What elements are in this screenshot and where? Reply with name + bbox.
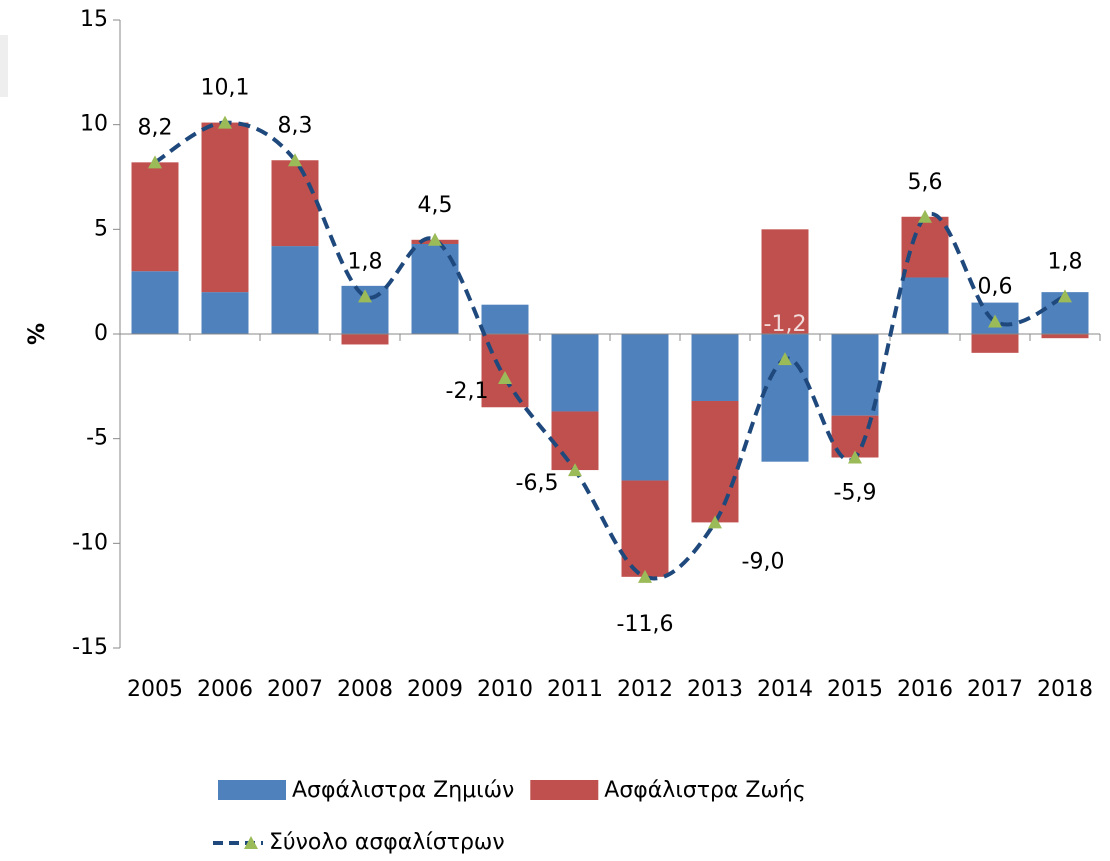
decoration (0, 35, 8, 97)
bar (271, 160, 319, 247)
bar (691, 334, 739, 401)
x-tick-label: 2009 (407, 677, 463, 702)
legend-swatch (218, 780, 286, 800)
x-tick-label: 2016 (897, 677, 953, 702)
bar (481, 304, 529, 334)
marker (358, 289, 372, 303)
x-tick-label: 2014 (757, 677, 813, 702)
marker (568, 463, 582, 477)
x-tick-label: 2007 (267, 677, 323, 702)
x-tick-label: 2008 (337, 677, 393, 702)
y-axis-label: % (25, 323, 50, 345)
bar (131, 162, 179, 272)
line (153, 120, 1066, 581)
data-label: 1,8 (1048, 249, 1083, 274)
marker (988, 314, 1002, 328)
y-tick-label: -10 (72, 530, 108, 555)
x-tick-label: 2011 (547, 677, 603, 702)
bar (271, 246, 319, 334)
x-tick-label: 2010 (477, 677, 533, 702)
marker (638, 569, 652, 583)
data-label: -5,9 (834, 481, 877, 506)
bar (971, 334, 1019, 353)
marker (778, 352, 792, 366)
x-tick-label: 2012 (617, 677, 673, 702)
data-label: -11,6 (617, 612, 674, 637)
bar (201, 122, 249, 293)
bar (901, 216, 949, 278)
bar (1041, 334, 1089, 339)
bar (341, 334, 389, 345)
x-tick-label: 2005 (127, 677, 183, 702)
bar (761, 229, 809, 334)
marker (498, 370, 512, 384)
bar (901, 277, 949, 334)
bar (621, 334, 669, 481)
data-label: -9,0 (742, 549, 785, 574)
x-tick-label: 2017 (967, 677, 1023, 702)
y-tick-label: 0 (94, 321, 108, 346)
bar (831, 334, 879, 416)
y-tick-label: -5 (86, 426, 108, 451)
x-tick-label: 2006 (197, 677, 253, 702)
x-tick-label: 2013 (687, 677, 743, 702)
legend-label: Σύνολο ασφαλίστρων (269, 830, 505, 855)
data-label: -2,1 (446, 379, 489, 404)
marker (918, 209, 932, 223)
y-tick-label: 15 (80, 7, 108, 32)
data-label: -6,5 (516, 471, 559, 496)
data-label: 8,3 (278, 113, 313, 138)
marker (148, 155, 162, 169)
bar (551, 334, 599, 412)
data-label: 0,6 (978, 274, 1013, 299)
bar (691, 400, 739, 523)
marker (428, 232, 442, 246)
bar (621, 480, 669, 577)
legend-swatch (530, 780, 599, 800)
x-tick-label: 2018 (1037, 677, 1093, 702)
y-tick-label: 10 (80, 112, 108, 137)
data-label: 8,2 (138, 115, 173, 140)
marker (288, 153, 302, 167)
bar (131, 271, 179, 334)
y-tick-label: -15 (72, 635, 108, 660)
x-tick-label: 2015 (827, 677, 883, 702)
legend-marker (244, 836, 258, 849)
data-label: 1,8 (348, 249, 383, 274)
marker (218, 115, 232, 129)
data-label: -1,2 (764, 312, 807, 337)
data-label: 4,5 (418, 193, 453, 218)
bar (201, 292, 249, 334)
legend-label: Ασφάλιστρα Ζημιών (292, 778, 514, 803)
marker (848, 450, 862, 464)
data-label: 10,1 (201, 76, 250, 101)
legend-label: Ασφάλιστρα Ζωής (604, 778, 805, 803)
bar (551, 411, 599, 471)
marker (708, 515, 722, 529)
y-tick-label: 5 (94, 216, 108, 241)
data-label: 5,6 (908, 170, 943, 195)
marker (1058, 289, 1072, 303)
